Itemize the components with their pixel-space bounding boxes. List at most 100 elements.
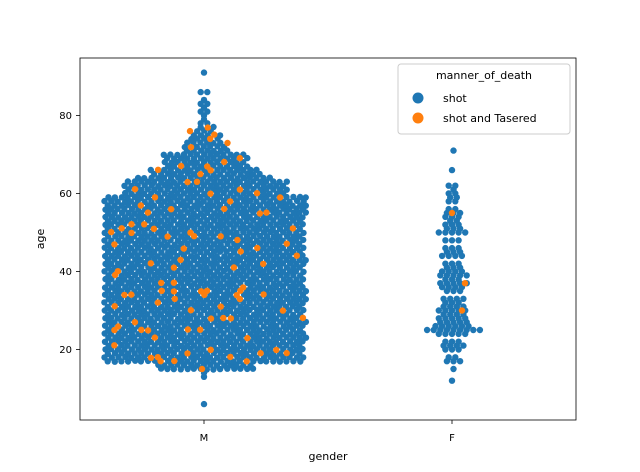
point-shot bbox=[197, 218, 204, 225]
point-shot bbox=[283, 264, 291, 271]
point-shot bbox=[296, 319, 303, 326]
point-shot bbox=[247, 276, 254, 283]
point-shot bbox=[193, 151, 201, 158]
point-shot-and-tasered bbox=[273, 346, 280, 354]
point-shot-and-tasered bbox=[154, 354, 161, 361]
point-shot bbox=[227, 151, 234, 158]
point-shot bbox=[140, 268, 148, 276]
point-shot-and-tasered bbox=[207, 135, 214, 142]
point-shot-and-tasered bbox=[211, 131, 218, 138]
legend-label-shot-and-tasered: shot and Tasered bbox=[443, 112, 537, 125]
point-shot-and-tasered bbox=[171, 357, 178, 365]
point-shot bbox=[276, 178, 283, 186]
point-shot-and-tasered bbox=[207, 190, 214, 197]
legend-title: manner_of_death bbox=[436, 69, 532, 82]
point-shot-and-tasered bbox=[154, 166, 162, 173]
point-shot bbox=[432, 322, 439, 330]
point-shot bbox=[247, 222, 254, 229]
x-tick-label-f: F bbox=[449, 433, 455, 444]
point-shot bbox=[105, 194, 112, 201]
point-shot bbox=[290, 193, 297, 201]
point-shot bbox=[147, 315, 154, 322]
point-shot-and-tasered bbox=[137, 202, 144, 209]
y-tick-label: 40 bbox=[59, 267, 72, 278]
point-shot bbox=[437, 280, 444, 287]
point-shot-and-tasered bbox=[164, 233, 171, 240]
point-shot bbox=[211, 210, 218, 217]
point-shot bbox=[134, 276, 141, 283]
point-shot bbox=[435, 315, 442, 322]
point-shot bbox=[230, 358, 237, 365]
point-shot bbox=[286, 198, 293, 205]
point-shot bbox=[178, 342, 185, 350]
point-shot bbox=[158, 303, 165, 311]
point-shot-and-tasered bbox=[458, 307, 466, 314]
point-shot bbox=[158, 249, 165, 256]
point-shot bbox=[453, 295, 460, 302]
point-shot-and-tasered bbox=[187, 307, 195, 314]
point-shot bbox=[135, 229, 142, 237]
point-shot bbox=[194, 268, 201, 275]
point-shot-and-tasered bbox=[177, 256, 184, 264]
point-shot bbox=[448, 166, 456, 174]
point-shot bbox=[124, 319, 131, 326]
point-shot bbox=[445, 354, 452, 361]
point-shot-and-tasered bbox=[263, 209, 270, 216]
point-shot-and-tasered bbox=[289, 225, 297, 232]
point-shot bbox=[423, 326, 431, 334]
point-shot-and-tasered bbox=[221, 205, 228, 213]
point-shot bbox=[160, 151, 167, 158]
point-shot bbox=[213, 253, 220, 260]
point-shot-and-tasered bbox=[207, 346, 214, 353]
point-shot bbox=[154, 292, 161, 299]
point-shot bbox=[104, 303, 112, 311]
point-shot-and-tasered bbox=[203, 287, 211, 294]
point-shot bbox=[442, 260, 449, 267]
point-shot bbox=[300, 244, 307, 251]
point-shot bbox=[226, 307, 234, 314]
series-shot-and-tasered-points bbox=[108, 124, 469, 373]
point-shot-and-tasered bbox=[170, 288, 178, 295]
point-shot-and-tasered bbox=[227, 315, 235, 322]
point-shot bbox=[197, 210, 205, 217]
point-shot-and-tasered bbox=[220, 314, 227, 322]
point-shot bbox=[234, 268, 241, 276]
point-shot-and-tasered bbox=[217, 233, 224, 240]
point-shot-and-tasered bbox=[233, 292, 240, 299]
point-shot-and-tasered bbox=[224, 139, 231, 147]
point-shot bbox=[227, 331, 234, 338]
point-shot bbox=[122, 284, 129, 291]
point-shot bbox=[193, 253, 201, 260]
point-shot-and-tasered bbox=[243, 358, 250, 365]
point-shot bbox=[214, 237, 221, 244]
point-shot bbox=[470, 326, 477, 334]
point-shot-and-tasered bbox=[221, 158, 228, 166]
point-shot-and-tasered bbox=[217, 303, 224, 310]
point-shot bbox=[201, 190, 208, 198]
point-shot-and-tasered bbox=[276, 194, 284, 201]
point-shot bbox=[456, 209, 464, 217]
point-shot-and-tasered bbox=[293, 252, 300, 259]
point-shot bbox=[476, 326, 484, 334]
point-shot bbox=[445, 190, 452, 197]
point-shot-and-tasered bbox=[244, 334, 251, 342]
point-shot-and-tasered bbox=[138, 326, 145, 333]
point-shot-and-tasered bbox=[170, 264, 178, 271]
point-shot bbox=[253, 237, 261, 244]
point-shot-and-tasered bbox=[207, 315, 215, 322]
point-shot bbox=[200, 69, 208, 76]
point-shot bbox=[300, 354, 307, 361]
point-shot bbox=[174, 151, 181, 159]
point-shot-and-tasered bbox=[118, 225, 125, 232]
point-shot bbox=[121, 214, 129, 221]
plot-frame bbox=[79, 57, 577, 421]
point-shot-and-tasered bbox=[108, 228, 115, 236]
point-shot bbox=[243, 319, 251, 326]
point-shot-and-tasered bbox=[158, 287, 165, 294]
point-shot-and-tasered bbox=[253, 190, 261, 197]
point-shot bbox=[276, 358, 284, 365]
point-shot bbox=[200, 400, 208, 408]
y-tick-label: 80 bbox=[59, 111, 72, 122]
point-shot-and-tasered bbox=[236, 154, 243, 162]
point-shot-and-tasered bbox=[204, 124, 211, 131]
